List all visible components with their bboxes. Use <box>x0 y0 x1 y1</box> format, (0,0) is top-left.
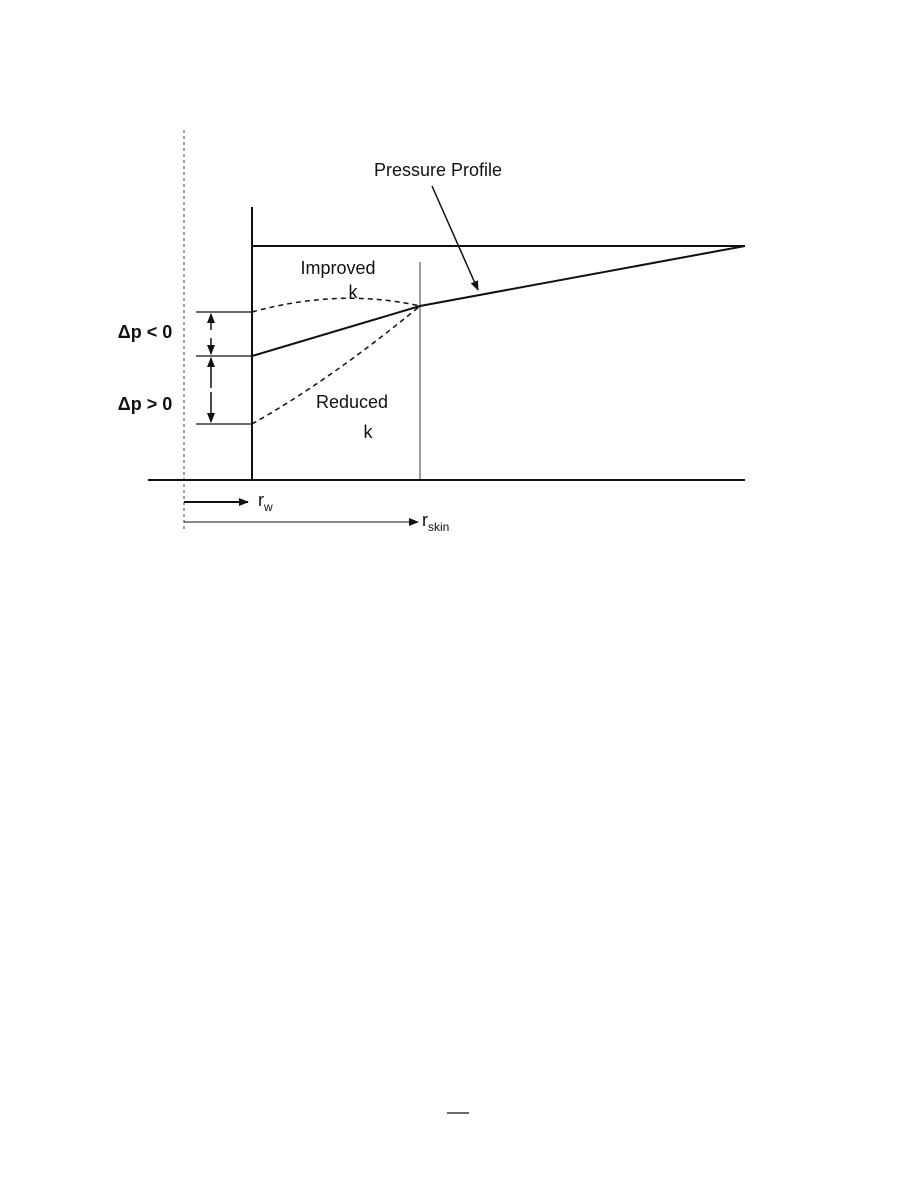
dp-positive: Δp > 0 <box>118 394 172 414</box>
reduced-profile <box>251 305 421 425</box>
reduced-k: k <box>364 422 374 442</box>
rskin-label: rskin <box>422 510 449 534</box>
symbol: r <box>258 490 264 510</box>
improved-label: Improved <box>300 258 375 278</box>
improved-k: k <box>349 282 359 302</box>
reduced-label: Reduced <box>316 392 388 412</box>
improved-profile <box>251 297 421 313</box>
dp-negative: Δp < 0 <box>118 322 172 342</box>
label-arrow <box>431 185 479 291</box>
symbol: r <box>422 510 428 530</box>
subscript: w <box>263 500 273 514</box>
pressure-profile-label: Pressure Profile <box>374 160 502 180</box>
pressure-profile <box>251 245 746 357</box>
rw-label: rw <box>258 490 273 514</box>
diagram-lines <box>148 130 746 1114</box>
subscript: skin <box>428 520 449 534</box>
